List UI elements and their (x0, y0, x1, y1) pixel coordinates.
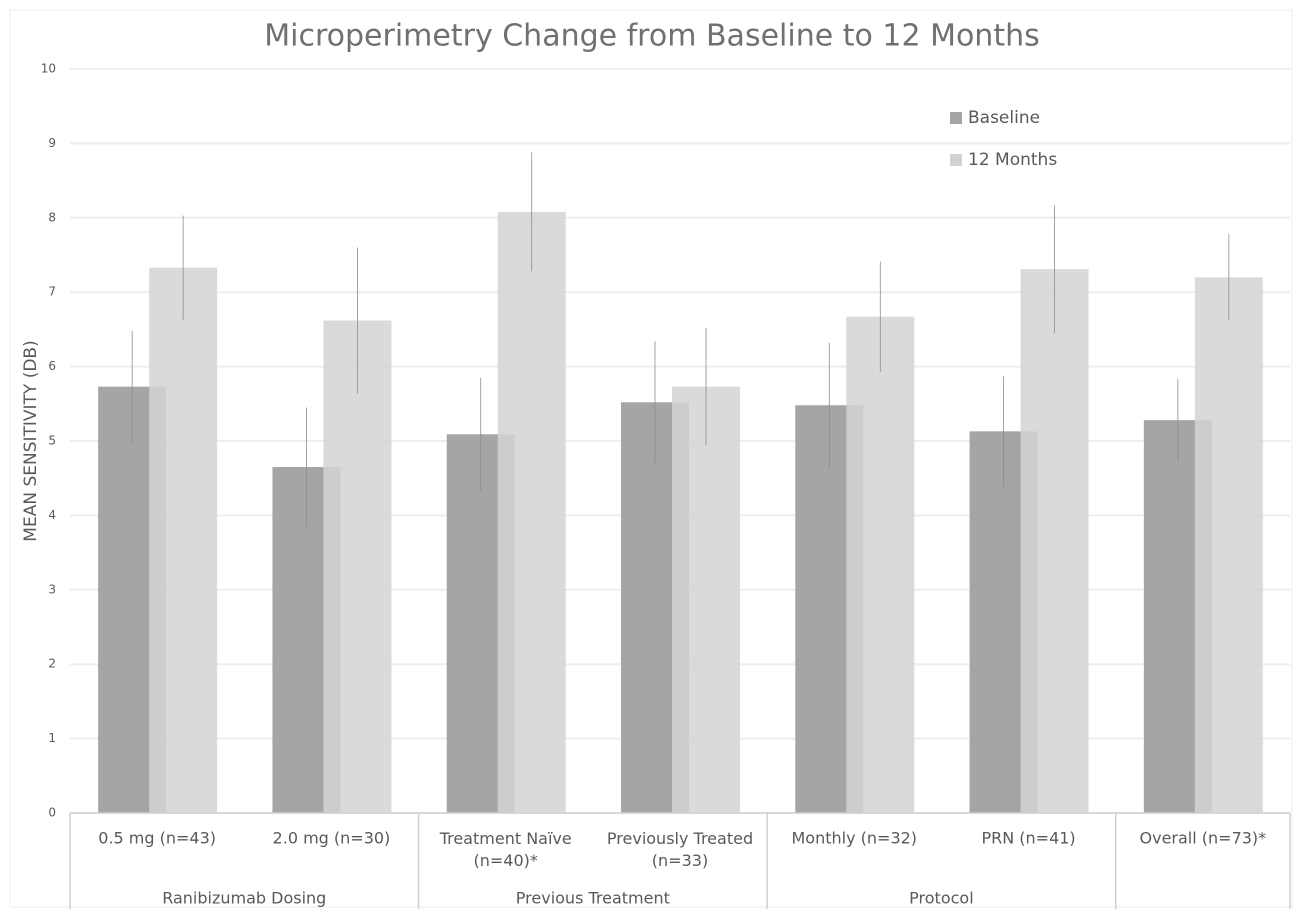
group-label: Protocol (909, 889, 973, 908)
legend-swatch (950, 154, 962, 166)
y-tick-label: 5 (48, 434, 56, 448)
y-axis-title: MEAN SENSITIVITY (DB) (21, 340, 41, 541)
bar (1020, 269, 1089, 813)
legend-swatch (950, 112, 962, 124)
bar (1194, 277, 1263, 813)
y-tick-label: 0 (48, 806, 56, 820)
bar (846, 316, 915, 813)
chart-border (9, 9, 1293, 908)
x-tick-label: 0.5 mg (n=43) (98, 829, 216, 848)
y-tick-label: 7 (48, 285, 56, 299)
y-tick-label: 6 (48, 359, 56, 373)
x-tick-label: PRN (n=41) (981, 829, 1075, 848)
x-tick-label: Overall (n=73)* (1140, 829, 1267, 848)
y-tick-label: 8 (48, 210, 56, 224)
chart-title: Microperimetry Change from Baseline to 1… (264, 19, 1039, 54)
x-tick-label: Previously Treated (n=33) (607, 829, 753, 870)
bar (323, 320, 392, 813)
x-tick-label: 2.0 mg (n=30) (273, 829, 391, 848)
bar (149, 267, 218, 813)
x-tick-label: Treatment Naïve (n=40)* (439, 829, 572, 870)
y-tick-label: 2 (48, 657, 56, 671)
bar (497, 211, 566, 813)
x-tick-label: Monthly (n=32) (792, 829, 918, 848)
y-tick-label: 10 (41, 62, 56, 76)
y-tick-label: 3 (48, 582, 56, 596)
y-tick-label: 1 (48, 731, 56, 745)
y-tick-label: 4 (48, 508, 56, 522)
y-tick-label: 9 (48, 136, 56, 150)
bar (672, 386, 740, 813)
group-label: Ranibizumab Dosing (162, 889, 326, 908)
legend-label: 12 Months (968, 150, 1057, 170)
group-label: Previous Treatment (516, 889, 670, 908)
legend-label: Baseline (968, 108, 1040, 128)
